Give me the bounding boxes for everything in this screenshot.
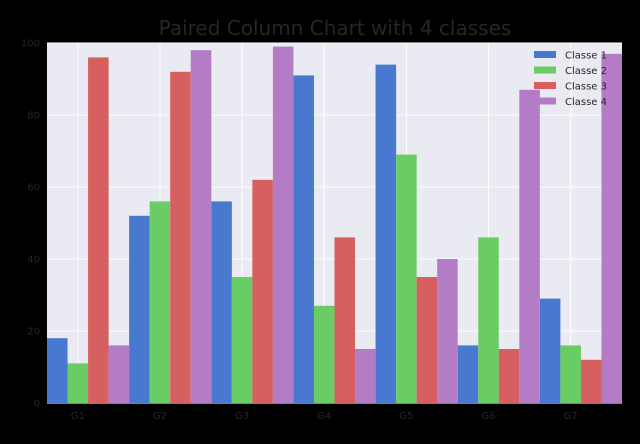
bar bbox=[190, 50, 212, 403]
y-tick-label: 40 bbox=[27, 255, 40, 266]
bar bbox=[539, 298, 561, 403]
bar bbox=[416, 277, 438, 403]
bar bbox=[272, 46, 294, 403]
bar bbox=[313, 305, 335, 403]
legend-swatch bbox=[534, 66, 556, 74]
legend: Classe 1 Classe 2 Classe 3 Classe 4 bbox=[534, 51, 607, 108]
x-tick-label: G5 bbox=[399, 411, 413, 422]
y-tick-label: 60 bbox=[27, 183, 40, 194]
bar bbox=[47, 338, 68, 403]
legend-swatch bbox=[534, 97, 556, 105]
legend-label: Classe 4 bbox=[565, 97, 607, 108]
bar bbox=[437, 259, 458, 403]
bar bbox=[170, 71, 191, 404]
bar bbox=[149, 201, 171, 403]
bar bbox=[108, 345, 130, 403]
y-tick-label: 100 bbox=[21, 39, 40, 50]
bar bbox=[519, 89, 540, 404]
bar bbox=[396, 154, 417, 403]
x-tick-label: G2 bbox=[153, 411, 167, 422]
bar bbox=[560, 345, 581, 403]
bar bbox=[129, 215, 150, 403]
legend-label: Classe 2 bbox=[565, 66, 607, 77]
y-tick-label: 80 bbox=[27, 111, 40, 122]
plot-area: 0 20 40 60 80 100 G1 G2 G3 G4 G5 G6 G7 bbox=[21, 39, 622, 422]
chart-title: Paired Column Chart with 4 classes bbox=[159, 16, 512, 40]
x-tick-label: G3 bbox=[235, 411, 249, 422]
x-tick-label: G6 bbox=[481, 411, 495, 422]
legend-label: Classe 1 bbox=[565, 51, 607, 62]
bar bbox=[231, 277, 253, 403]
legend-swatch bbox=[534, 82, 556, 89]
bar bbox=[580, 359, 602, 403]
y-tick-label: 20 bbox=[27, 327, 40, 338]
bar bbox=[457, 345, 479, 403]
x-tick-label: G1 bbox=[71, 411, 85, 422]
bar bbox=[601, 53, 622, 404]
x-tick-label: G7 bbox=[564, 411, 578, 422]
legend-label: Classe 3 bbox=[565, 82, 607, 93]
x-tick-label: G4 bbox=[317, 411, 331, 422]
bar bbox=[334, 237, 356, 403]
bar bbox=[355, 349, 376, 403]
bar bbox=[67, 363, 89, 403]
legend-swatch bbox=[534, 51, 556, 58]
bar bbox=[478, 237, 499, 403]
bar bbox=[375, 64, 397, 403]
bar bbox=[498, 349, 520, 403]
y-tick-label: 0 bbox=[34, 399, 40, 410]
bar bbox=[252, 179, 273, 403]
bar bbox=[293, 75, 314, 404]
bar bbox=[211, 201, 232, 403]
bar bbox=[88, 57, 109, 404]
